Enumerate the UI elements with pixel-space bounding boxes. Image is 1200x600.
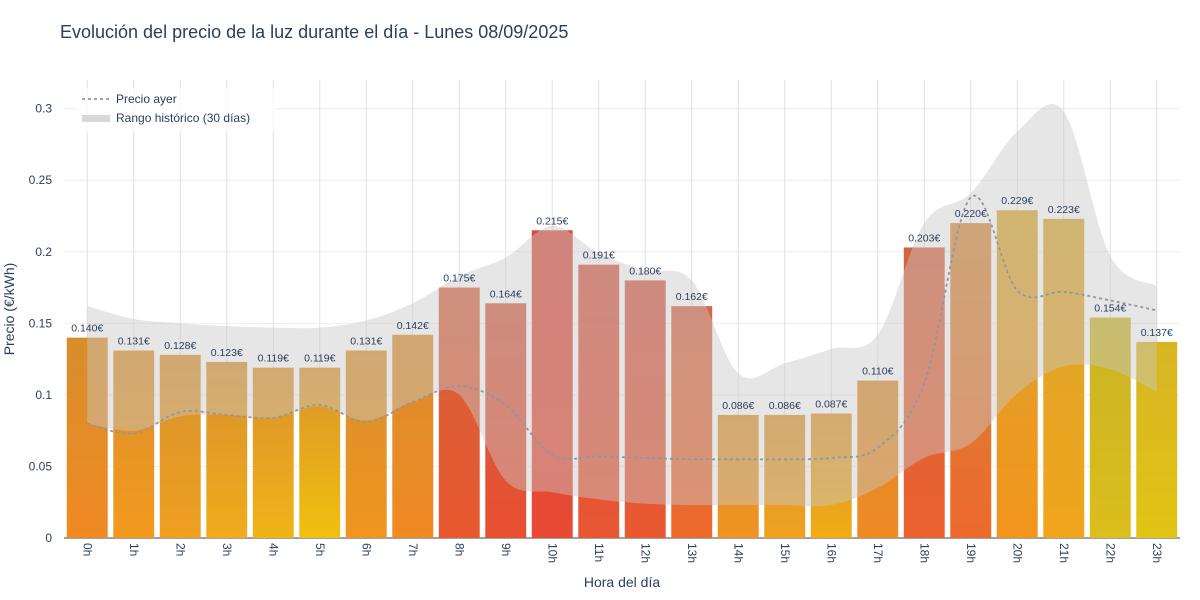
price-bar: [1089, 317, 1131, 538]
x-tick-label: 12h: [638, 543, 652, 563]
x-tick-label: 15h: [778, 543, 792, 563]
chart-title: Evolución del precio de la luz durante e…: [60, 22, 569, 42]
legend-label-yesterday: Precio ayer: [116, 92, 177, 106]
price-bar: [206, 361, 248, 538]
y-tick-label: 0.3: [35, 102, 52, 116]
y-axis-title: Precio (€/kWh): [1, 263, 17, 356]
x-tick-label: 22h: [1103, 543, 1117, 563]
x-tick-label: 3h: [220, 543, 234, 556]
price-bar: [578, 264, 620, 538]
bar-value-label: 0.154€: [1094, 303, 1126, 315]
x-tick-label: 13h: [685, 543, 699, 563]
bar-value-label: 0.164€: [490, 288, 522, 300]
price-bar: [345, 350, 387, 538]
x-tick-label: 18h: [917, 543, 931, 563]
y-tick-label: 0: [45, 531, 52, 545]
historical-range-area: [87, 103, 1157, 507]
x-tick-label: 19h: [964, 543, 978, 563]
price-bar: [996, 210, 1038, 538]
y-tick-label: 0.15: [29, 316, 53, 330]
price-bar: [950, 223, 992, 538]
bar-value-label: 0.229€: [1001, 195, 1033, 207]
bar-value-label: 0.086€: [722, 400, 754, 412]
x-tick-label: 17h: [871, 543, 885, 563]
price-bar: [252, 367, 294, 538]
x-tick-label: 10h: [545, 543, 559, 563]
price-bar: [764, 414, 806, 538]
bar-value-label: 0.137€: [1141, 327, 1173, 339]
price-bar: [671, 306, 713, 538]
price-bar: [903, 247, 945, 539]
legend-box: [76, 88, 276, 132]
x-tick-label: 1h: [127, 543, 141, 556]
price-bar: [531, 230, 573, 538]
bar-value-label: 0.086€: [769, 400, 801, 412]
bar-value-label: 0.119€: [258, 353, 289, 365]
x-tick-label: 21h: [1057, 543, 1071, 563]
bar-value-label: 0.128€: [164, 340, 196, 352]
bar-value-label: 0.223€: [1048, 204, 1080, 216]
x-tick-label: 14h: [731, 543, 745, 563]
price-bar: [1136, 341, 1178, 538]
bar-value-label: 0.131€: [350, 336, 382, 348]
price-bar: [392, 334, 434, 538]
bar-value-label: 0.180€: [629, 265, 661, 277]
price-bar: [113, 350, 155, 538]
x-tick-label: 20h: [1010, 543, 1024, 563]
x-tick-label: 23h: [1150, 543, 1164, 563]
bar-value-label: 0.162€: [676, 291, 708, 303]
bar-value-label: 0.123€: [211, 347, 243, 359]
price-bar: [857, 380, 899, 538]
y-tick-label: 0.1: [35, 388, 52, 402]
price-bar: [810, 413, 852, 538]
bar-value-label: 0.220€: [955, 208, 987, 220]
y-tick-label: 0.05: [29, 459, 53, 473]
legend-label-range: Rango histórico (30 días): [116, 111, 250, 125]
price-bar: [66, 337, 108, 538]
x-tick-label: 7h: [406, 543, 420, 556]
bar-value-label: 0.119€: [304, 353, 335, 365]
x-tick-label: 0h: [80, 543, 94, 556]
bar-value-label: 0.140€: [71, 323, 103, 335]
x-axis-title: Hora del día: [584, 574, 660, 590]
x-tick-label: 11h: [592, 543, 606, 562]
x-tick-label: 6h: [359, 543, 373, 556]
yesterday-price-line: [87, 194, 1157, 461]
price-bar: [624, 280, 666, 538]
bar-value-label: 0.087€: [815, 398, 847, 410]
x-tick-label: 16h: [824, 543, 838, 563]
y-tick-label: 0.2: [35, 245, 52, 259]
bar-value-label: 0.203€: [908, 232, 940, 244]
price-bar: [717, 414, 759, 538]
price-bar: [438, 287, 480, 538]
x-tick-label: 9h: [499, 543, 513, 556]
legend-swatch-range: [82, 115, 110, 122]
x-tick-label: 8h: [452, 543, 466, 556]
bar-value-label: 0.131€: [118, 336, 150, 348]
y-tick-label: 0.25: [29, 173, 53, 187]
bar-value-label: 0.142€: [397, 320, 429, 332]
bar-value-label: 0.215€: [536, 215, 568, 227]
x-tick-label: 5h: [313, 543, 327, 556]
price-bar: [299, 367, 341, 538]
bar-value-label: 0.175€: [443, 273, 475, 285]
x-tick-label: 4h: [266, 543, 280, 556]
price-bar: [1043, 218, 1085, 539]
price-bar: [159, 354, 201, 538]
x-tick-label: 2h: [173, 543, 187, 556]
bar-value-label: 0.191€: [583, 250, 615, 262]
price-bar: [485, 303, 527, 538]
bar-value-label: 0.110€: [862, 366, 893, 378]
